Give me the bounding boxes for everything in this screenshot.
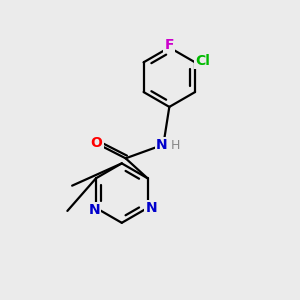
Text: F: F [165, 38, 174, 52]
Text: H: H [171, 139, 181, 152]
Text: Cl: Cl [195, 54, 210, 68]
Text: N: N [156, 138, 168, 152]
Text: O: O [91, 136, 102, 151]
Text: N: N [145, 201, 157, 215]
Text: N: N [89, 203, 100, 217]
